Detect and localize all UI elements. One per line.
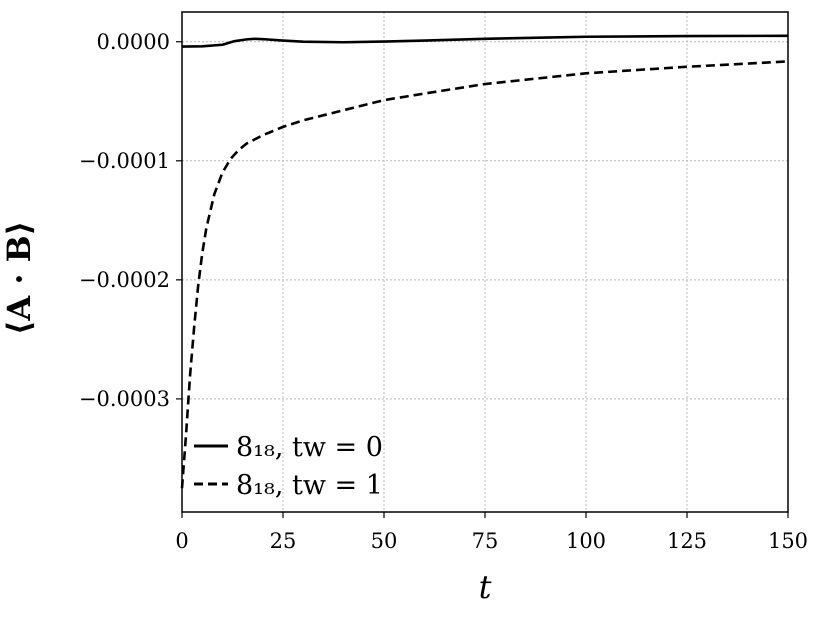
y-tick-label: −0.0002 — [79, 268, 170, 292]
tick-labels: 0 25 50 75 100 125 150 0.0000 −0.0001 −0.0002 −0.0… — [79, 30, 808, 553]
x-tick-label: 0 — [175, 529, 188, 553]
legend: 8₁₈, tw = 0 8₁₈, tw = 1 — [194, 432, 383, 501]
x-tick-label: 100 — [566, 529, 606, 553]
y-tick-label: 0.0000 — [97, 30, 170, 54]
x-tick-label: 75 — [472, 529, 499, 553]
y-tick-label: −0.0001 — [79, 149, 170, 173]
ticks — [176, 41, 789, 518]
y-tick-label: −0.0003 — [79, 387, 170, 411]
x-tick-label: 150 — [768, 529, 808, 553]
series-layer — [180, 34, 789, 489]
x-tick-label: 25 — [270, 529, 297, 553]
x-axis-label: t — [479, 568, 492, 606]
series-line-tw1 — [180, 60, 789, 489]
legend-label-tw0: 8₁₈, tw = 0 — [236, 432, 383, 463]
series-line-tw0 — [181, 34, 789, 48]
legend-label-tw1: 8₁₈, tw = 1 — [236, 470, 383, 501]
x-tick-label: 125 — [667, 529, 707, 553]
y-axis-label: ⟨A · B⟩ — [0, 221, 38, 336]
x-tick-label: 50 — [371, 529, 398, 553]
